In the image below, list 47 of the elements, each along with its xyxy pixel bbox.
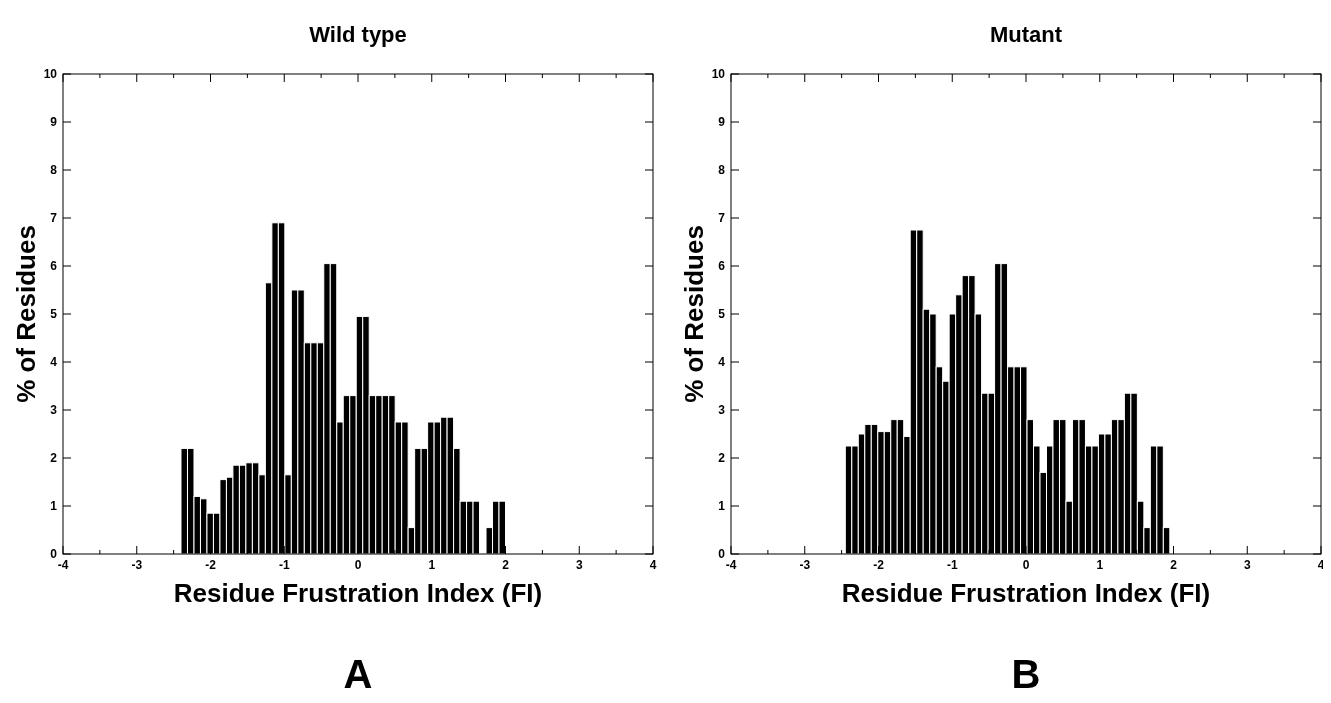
y-tick-label: 7 [718,211,726,226]
y-tick-label: 4 [50,355,58,370]
x-tick-label: 1 [428,558,436,572]
x-tick-label: 3 [575,558,583,572]
text: B [1011,652,1041,696]
y-tick-label: 1 [50,499,58,514]
x-tick-label: -1 [278,558,290,572]
y-tick-label: 9 [50,115,58,130]
y-tick-label: 7 [50,211,58,226]
x-axis-title: Residue Frustration Index (FI) [841,578,1211,608]
y-tick-label: 2 [50,451,58,466]
chart-title: Mutant [989,22,1063,47]
y-tick-label: 3 [50,403,58,418]
x-tick-label: -2 [205,558,217,572]
x-tick-label: 4 [649,558,657,572]
y-tick-label: 5 [50,307,58,322]
x-tick-label: 0 [1022,558,1030,572]
x-tick-label: -3 [799,558,811,572]
y-axis-title: % of Residues [11,225,41,403]
chart-title: Wild type [309,22,407,47]
x-tick-label: 2 [502,558,510,572]
x-tick-label: -3 [131,558,143,572]
x-tick-label: 0 [354,558,362,572]
y-tick-label: 6 [718,259,726,274]
y-tick-label: 9 [718,115,726,130]
y-tick-label: 10 [711,67,726,82]
x-axis-title: Residue Frustration Index (FI) [173,578,543,608]
y-tick-label: 2 [718,451,726,466]
y-tick-label: 1 [718,499,726,514]
x-tick-label: -4 [57,558,69,572]
y-tick-label: 10 [43,67,58,82]
x-tick-label: -2 [873,558,885,572]
x-tick-label: 2 [1170,558,1178,572]
y-tick-label: 8 [50,163,58,178]
x-tick-label: -4 [725,558,737,572]
y-tick-label: 5 [718,307,726,322]
x-tick-label: -1 [946,558,958,572]
y-tick-label: 8 [718,163,726,178]
y-tick-label: 6 [50,259,58,274]
y-axis-title: % of Residues [679,225,709,403]
y-tick-label: 0 [50,547,58,562]
x-tick-label: 1 [1096,558,1104,572]
y-tick-label: 3 [718,403,726,418]
x-tick-label: 3 [1243,558,1251,572]
text: A [343,652,373,696]
y-tick-label: 0 [718,547,726,562]
y-tick-label: 4 [718,355,726,370]
